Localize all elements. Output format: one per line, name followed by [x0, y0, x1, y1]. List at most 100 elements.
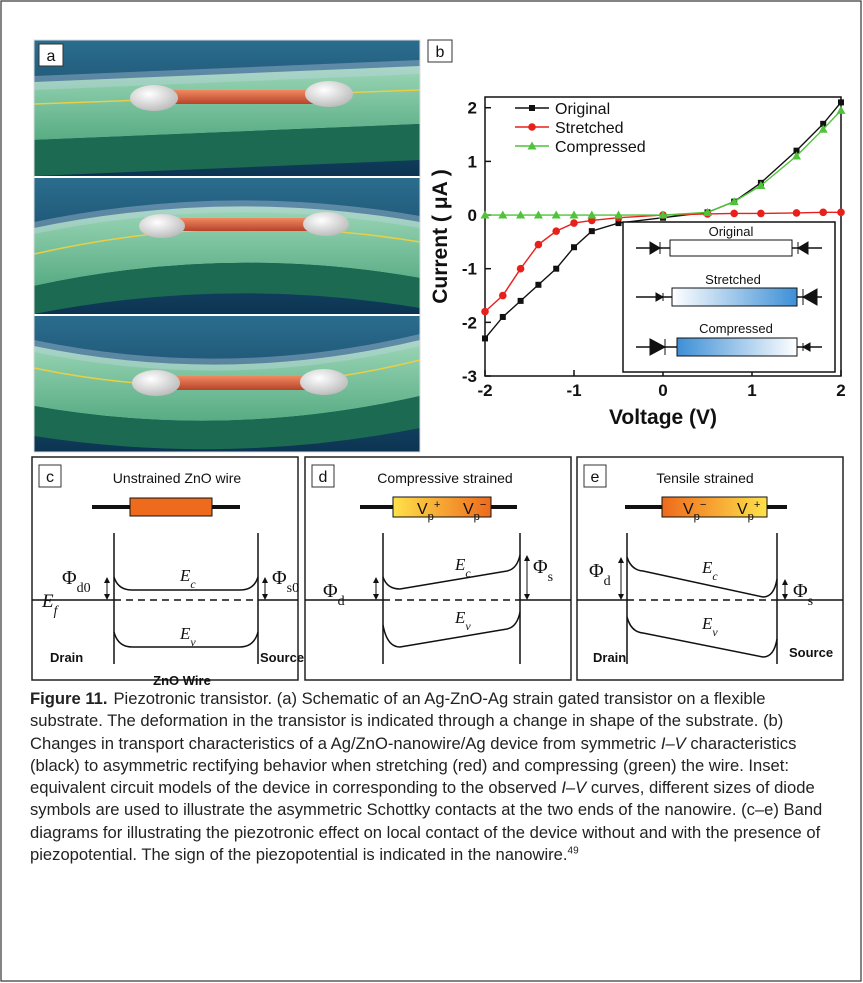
marker [837, 208, 845, 217]
marker [528, 123, 536, 131]
marker [838, 99, 844, 106]
inset-label: Compressed [699, 321, 773, 336]
caption-text: characteristics (black) to asymmetric re… [30, 733, 797, 798]
marker [729, 197, 739, 206]
inset-label: Original [709, 224, 754, 239]
marker [527, 141, 537, 150]
symbol-label: Vp+ [417, 499, 440, 523]
symbol-part: + [434, 499, 441, 511]
caption-text: curves, different sizes of diode symbols… [30, 778, 823, 865]
y-tick-label: -1 [462, 260, 477, 279]
caption-italic: I–V [660, 733, 686, 753]
symbol-part: Φ [323, 580, 338, 602]
marker [587, 210, 597, 219]
symbol-label: Vp+ [737, 499, 760, 523]
symbol-label: Vp− [463, 499, 486, 523]
symbol-label: Ec [701, 558, 718, 583]
symbol-part: f [54, 603, 60, 618]
caption-italic: I–V [561, 778, 587, 798]
marker [818, 124, 828, 133]
symbol-part: + [754, 499, 761, 511]
legend-label: Stretched [555, 120, 623, 137]
diagram-text: Source [260, 650, 304, 665]
marker [535, 281, 542, 288]
symbol-part: − [480, 499, 487, 511]
symbol-label: Ev [701, 614, 718, 639]
diagram-text: Drain [50, 650, 83, 665]
symbol-label: Ec [454, 555, 471, 580]
marker [499, 291, 507, 300]
symbol-part: E [179, 566, 191, 585]
x-tick-label: 1 [747, 381, 756, 400]
x-axis-label: Voltage (V) [609, 406, 717, 429]
symbol-part: Φ [272, 567, 287, 589]
symbol-part: s0 [287, 581, 299, 596]
symbol-part: V [683, 501, 694, 518]
symbol-part: E [454, 608, 466, 627]
legend-label: Compressed [555, 139, 646, 156]
marker [792, 209, 801, 217]
symbol-part: p [428, 511, 434, 523]
panel-label: b [436, 44, 445, 61]
inset-label: Stretched [705, 272, 761, 287]
symbol-part: d [604, 574, 611, 589]
diagram-text: Drain [593, 650, 626, 665]
marker [819, 208, 827, 217]
panel-a-image-1 [33, 40, 421, 176]
symbol-part: v [712, 625, 718, 639]
caption-label: Figure 11. [30, 689, 108, 708]
y-tick-label: -2 [462, 313, 477, 332]
y-tick-label: 1 [468, 152, 477, 171]
marker [516, 264, 525, 273]
symbol-part: V [463, 501, 474, 518]
marker [481, 307, 489, 316]
symbol-part: Φ [793, 580, 808, 602]
y-axis-label: Current ( μA ) [429, 169, 452, 304]
marker [703, 207, 712, 216]
symbol-part: v [190, 635, 196, 649]
marker [569, 210, 579, 219]
marker [615, 220, 622, 227]
symbol-part: d [338, 594, 345, 609]
marker [529, 105, 535, 111]
symbol-label: Ev [454, 608, 471, 633]
caption-text: Piezotronic transistor. (a) Schematic of… [30, 689, 784, 753]
marker [836, 105, 846, 114]
symbol-part: E [701, 558, 713, 577]
symbol-part: E [41, 591, 54, 612]
caption-ref: 49 [567, 845, 579, 857]
y-tick-label: -3 [462, 367, 477, 386]
symbol-part: V [737, 501, 748, 518]
symbol-label: Ev [179, 624, 196, 649]
marker [757, 209, 765, 218]
legend-label: Original [555, 101, 610, 118]
marker [480, 210, 490, 219]
marker [552, 227, 560, 235]
symbol-part: s [808, 594, 813, 609]
diagram-text: e [591, 469, 600, 486]
marker [498, 210, 508, 219]
marker [793, 147, 800, 154]
symbol-label: Φd [589, 560, 611, 589]
x-tick-label: 0 [658, 381, 667, 400]
symbol-part: Φ [533, 556, 548, 578]
marker [571, 244, 577, 251]
panel-a-image-3 [33, 316, 421, 452]
marker [553, 265, 560, 272]
symbol-part: c [712, 569, 718, 583]
symbol-part: s [548, 570, 553, 585]
x-tick-label: -2 [477, 381, 492, 400]
symbol-part: E [179, 624, 191, 643]
panel-a-image-2 [33, 178, 421, 314]
marker [730, 209, 738, 218]
symbol-part: − [700, 499, 707, 511]
symbol-part: E [454, 555, 466, 574]
x-tick-label: -1 [566, 381, 581, 400]
marker [516, 210, 526, 219]
diagram-text: ZnO Wire [153, 673, 211, 688]
